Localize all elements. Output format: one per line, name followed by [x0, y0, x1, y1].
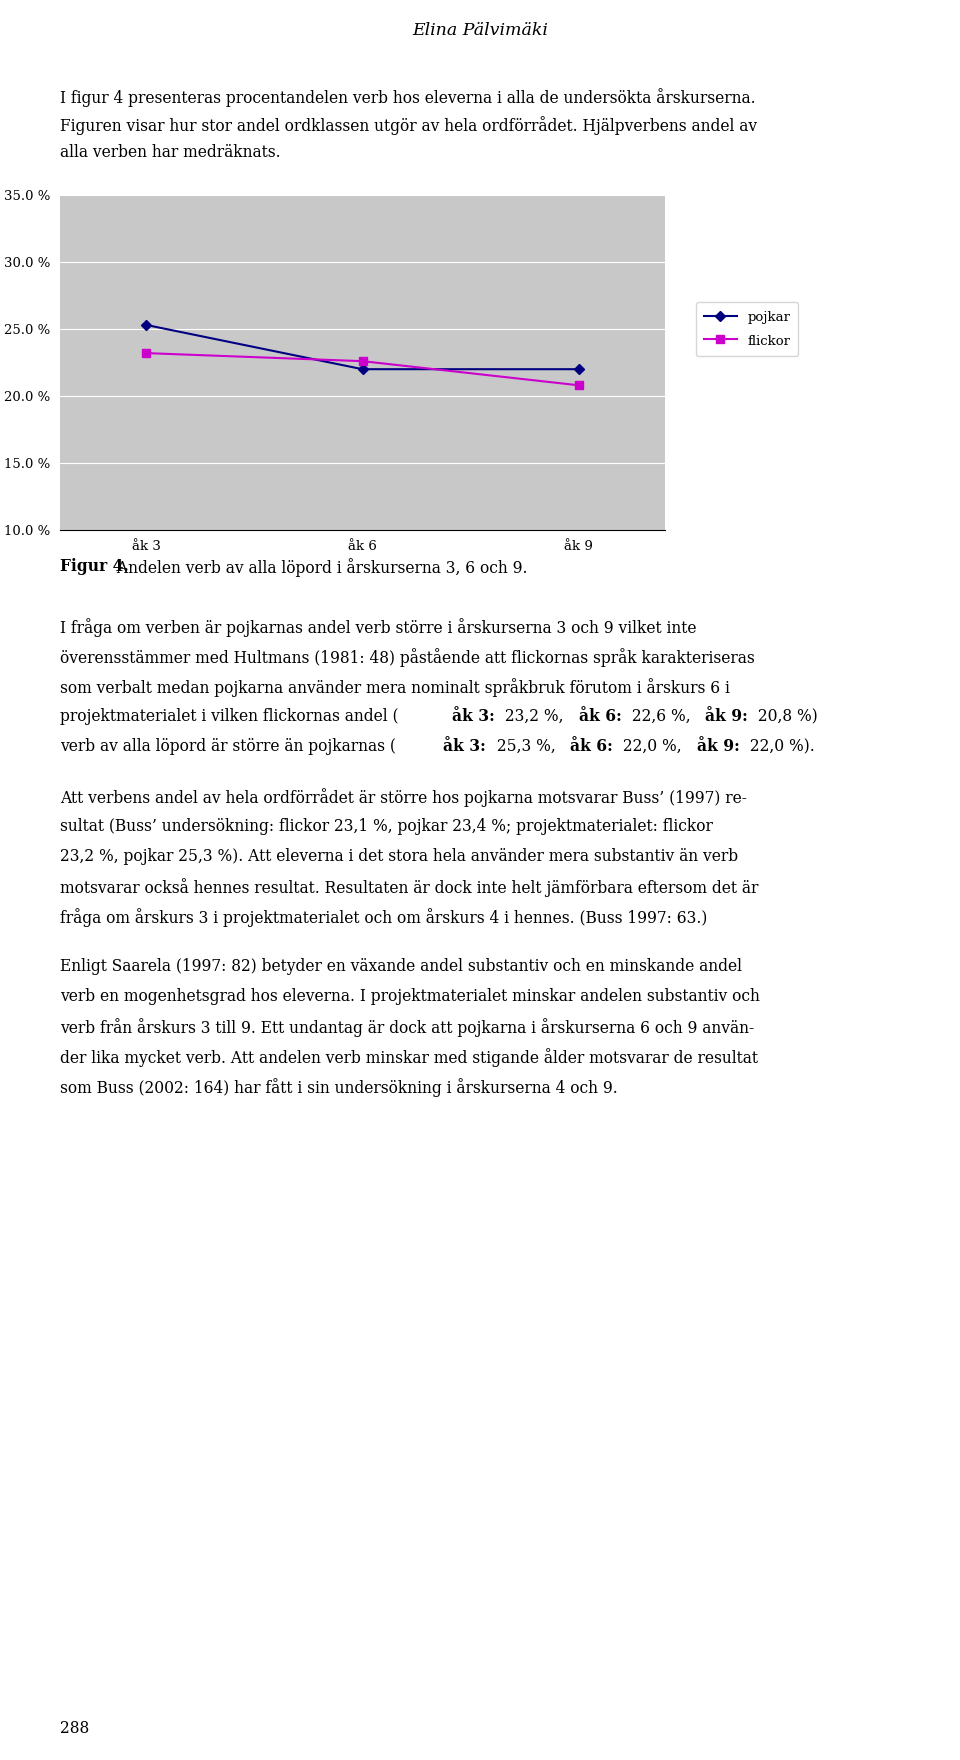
Text: fråga om årskurs 3 i projektmaterialet och om årskurs 4 i hennes. (Buss 1997: 63: fråga om årskurs 3 i projektmaterialet o… [60, 908, 708, 928]
Text: der lika mycket verb. Att andelen verb minskar med stigande ålder motsvarar de r: der lika mycket verb. Att andelen verb m… [60, 1047, 758, 1067]
Text: Figuren visar hur stor andel ordklassen utgör av hela ordförrådet. Hjälpverbens : Figuren visar hur stor andel ordklassen … [60, 116, 757, 136]
Text: åk 6:: åk 6: [579, 708, 621, 725]
Text: Att verbens andel av hela ordförrådet är större hos pojkarna motsvarar Buss’ (19: Att verbens andel av hela ordförrådet är… [60, 788, 747, 806]
Text: 22,0 %).: 22,0 %). [745, 737, 814, 755]
Text: verb en mogenhetsgrad hos eleverna. I projektmaterialet minskar andelen substant: verb en mogenhetsgrad hos eleverna. I pr… [60, 987, 760, 1005]
Text: överensstämmer med Hultmans (1981: 48) påstående att flickornas språk karakteris: överensstämmer med Hultmans (1981: 48) p… [60, 648, 755, 667]
Text: åk 9:: åk 9: [706, 708, 748, 725]
Text: 22,6 %,: 22,6 %, [627, 708, 695, 725]
Text: projektmaterialet i vilken flickornas andel (: projektmaterialet i vilken flickornas an… [60, 708, 398, 725]
Text: Elina Pälvimäki: Elina Pälvimäki [412, 23, 548, 39]
Text: åk 9:: åk 9: [697, 737, 739, 755]
Text: I figur 4 presenteras procentandelen verb hos eleverna i alla de undersökta årsk: I figur 4 presenteras procentandelen ver… [60, 88, 756, 107]
Legend: pojkar, flickor: pojkar, flickor [696, 303, 798, 356]
Text: åk 3:: åk 3: [452, 708, 494, 725]
Text: motsvarar också hennes resultat. Resultaten är dock inte helt jämförbara efterso: motsvarar också hennes resultat. Resulta… [60, 878, 758, 898]
Text: verb av alla löpord är större än pojkarnas (: verb av alla löpord är större än pojkarn… [60, 737, 396, 755]
Text: 25,3 %,: 25,3 %, [492, 737, 560, 755]
Text: 20,8 %): 20,8 %) [754, 708, 818, 725]
Text: sultat (Buss’ undersökning: flickor 23,1 %, pojkar 23,4 %; projektmaterialet: fl: sultat (Buss’ undersökning: flickor 23,1… [60, 818, 713, 834]
Text: verb från årskurs 3 till 9. Ett undantag är dock att pojkarna i årskurserna 6 oc: verb från årskurs 3 till 9. Ett undantag… [60, 1017, 755, 1037]
Text: Enligt Saarela (1997: 82) betyder en växande andel substantiv och en minskande a: Enligt Saarela (1997: 82) betyder en väx… [60, 957, 742, 975]
Text: som verbalt medan pojkarna använder mera nominalt språkbruk förutom i årskurs 6 : som verbalt medan pojkarna använder mera… [60, 678, 730, 697]
Text: åk 6:: åk 6: [570, 737, 612, 755]
Text: 22,0 %,: 22,0 %, [618, 737, 686, 755]
Text: I fråga om verben är pojkarnas andel verb större i årskurserna 3 och 9 vilket in: I fråga om verben är pojkarnas andel ver… [60, 618, 697, 637]
Text: Andelen verb av alla löpord i årskurserna 3, 6 och 9.: Andelen verb av alla löpord i årskursern… [112, 558, 527, 577]
Text: 23,2 %,: 23,2 %, [500, 708, 568, 725]
Text: alla verben har medräknats.: alla verben har medräknats. [60, 144, 280, 160]
Text: 288: 288 [60, 1720, 89, 1737]
Text: 23,2 %, pojkar 25,3 %). Att eleverna i det stora hela använder mera substantiv ä: 23,2 %, pojkar 25,3 %). Att eleverna i d… [60, 848, 738, 864]
Text: åk 3:: åk 3: [444, 737, 486, 755]
Text: som Buss (2002: 164) har fått i sin undersökning i årskurserna 4 och 9.: som Buss (2002: 164) har fått i sin unde… [60, 1077, 617, 1096]
Text: Figur 4.: Figur 4. [60, 558, 129, 576]
